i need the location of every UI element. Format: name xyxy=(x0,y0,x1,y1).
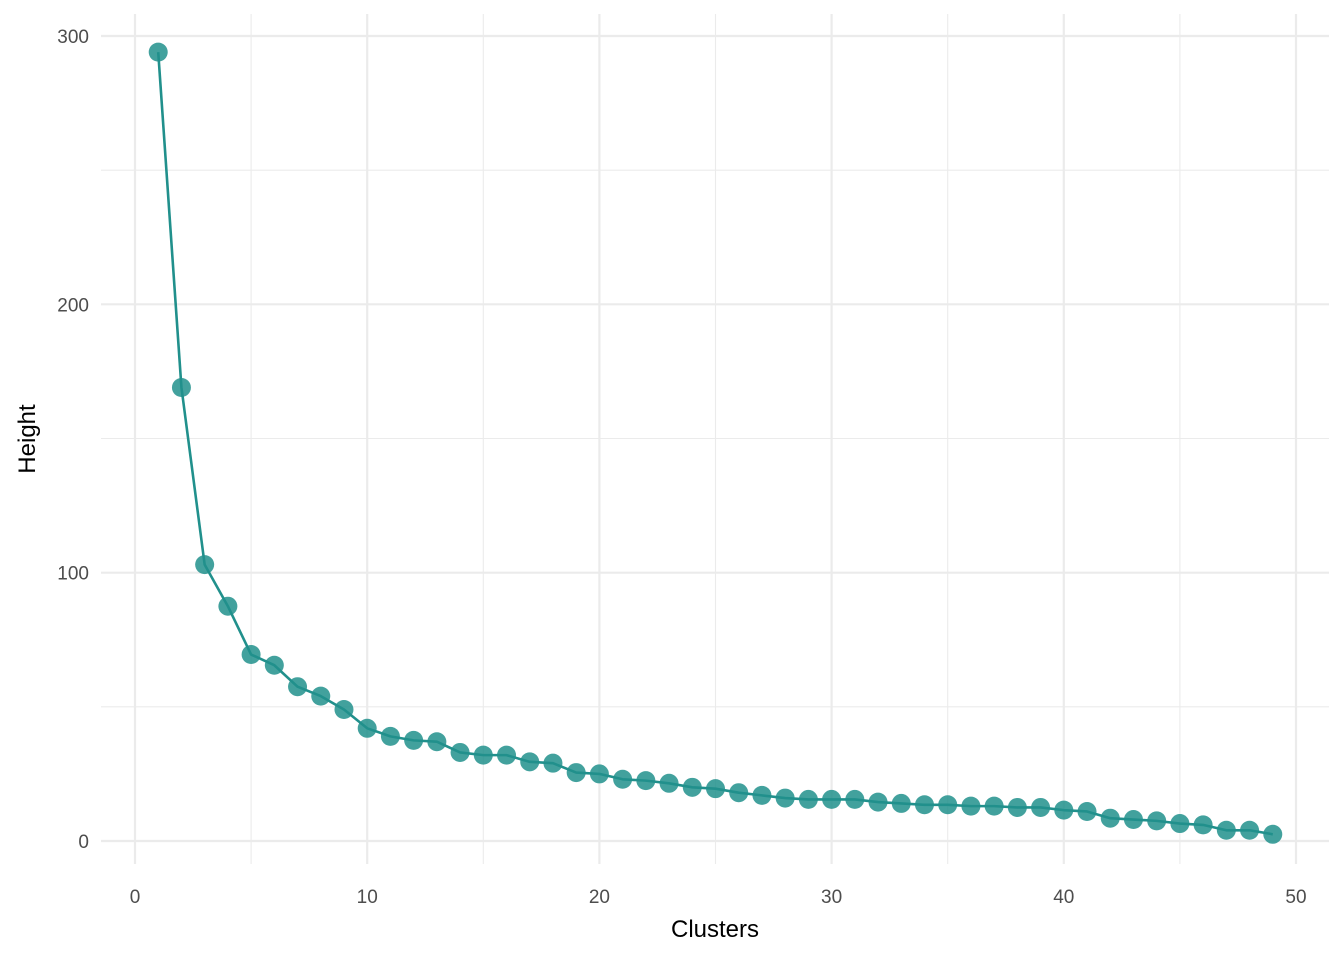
data-point xyxy=(264,655,284,675)
data-point xyxy=(938,795,958,815)
data-point xyxy=(404,730,424,750)
y-tick-label: 100 xyxy=(57,564,89,585)
y-tick-labels: 0 100 200 300 xyxy=(57,27,89,853)
data-point xyxy=(1100,808,1120,828)
data-point xyxy=(1007,797,1027,817)
x-tick-label: 40 xyxy=(1053,887,1074,908)
data-point xyxy=(241,645,261,665)
data-point xyxy=(682,777,702,797)
y-tick-label: 200 xyxy=(57,295,89,316)
data-point xyxy=(171,378,191,398)
grid-lines xyxy=(101,14,1329,864)
data-point xyxy=(1216,820,1236,840)
data-point xyxy=(891,793,911,813)
data-point xyxy=(659,773,679,793)
y-tick-label: 300 xyxy=(57,27,89,48)
data-point xyxy=(195,555,215,575)
data-point xyxy=(497,745,517,765)
data-point xyxy=(1123,810,1143,830)
data-point xyxy=(589,764,609,784)
data-point xyxy=(636,771,656,791)
data-point xyxy=(613,769,633,789)
data-point xyxy=(845,789,865,809)
x-tick-label: 30 xyxy=(821,887,842,908)
x-axis-title: Clusters xyxy=(671,916,759,943)
data-point xyxy=(1031,797,1051,817)
data-point xyxy=(914,795,934,815)
data-point xyxy=(775,788,795,808)
data-point xyxy=(311,686,331,706)
data-point xyxy=(1240,820,1260,840)
data-point xyxy=(450,742,470,762)
data-point xyxy=(520,752,540,772)
y-axis-title: Height xyxy=(14,404,41,474)
data-point xyxy=(798,789,818,809)
data-point xyxy=(427,732,447,752)
data-point xyxy=(1263,824,1283,844)
data-point xyxy=(380,726,400,746)
data-point xyxy=(868,792,888,812)
data-point xyxy=(148,42,168,62)
x-tick-label: 50 xyxy=(1285,887,1306,908)
x-tick-label: 10 xyxy=(357,887,378,908)
data-point xyxy=(334,700,354,720)
x-tick-labels: 0 10 20 30 40 50 xyxy=(130,887,1307,908)
data-point xyxy=(288,677,308,697)
data-point xyxy=(1193,815,1213,835)
x-tick-label: 0 xyxy=(130,887,141,908)
data-point xyxy=(566,763,586,783)
data-point xyxy=(1077,801,1097,821)
data-point xyxy=(1147,811,1167,831)
x-tick-label: 20 xyxy=(589,887,610,908)
data-point xyxy=(1170,814,1190,834)
data-point xyxy=(961,796,981,816)
data-point xyxy=(706,779,725,799)
data-point xyxy=(473,745,493,765)
data-point xyxy=(729,783,749,803)
data-point xyxy=(752,785,772,805)
y-tick-label: 0 xyxy=(78,832,89,853)
data-point xyxy=(357,718,377,738)
data-point xyxy=(984,796,1004,816)
data-point xyxy=(822,789,842,809)
data-point xyxy=(218,596,238,616)
data-point xyxy=(1054,800,1074,820)
data-point xyxy=(543,753,563,773)
series-layer xyxy=(148,42,1283,844)
